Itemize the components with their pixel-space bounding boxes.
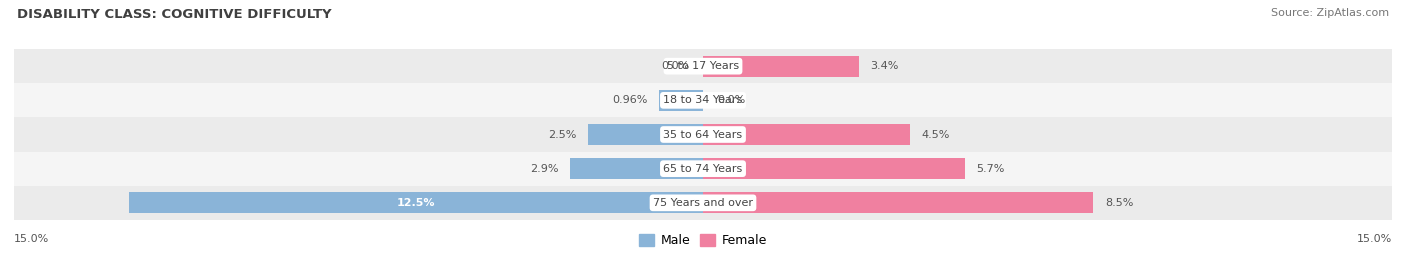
Bar [703,192,1094,213]
Bar [703,158,965,179]
Text: 15.0%: 15.0% [14,234,49,244]
Bar [588,124,703,145]
Text: 2.5%: 2.5% [548,129,576,140]
Text: 0.0%: 0.0% [661,61,689,71]
Text: 5.7%: 5.7% [976,164,1005,174]
Text: 12.5%: 12.5% [396,198,436,208]
Bar [569,158,703,179]
Bar [703,124,910,145]
Bar [14,186,1392,220]
Bar [14,118,1392,151]
Bar [659,90,703,111]
Text: 65 to 74 Years: 65 to 74 Years [664,164,742,174]
Text: 5 to 17 Years: 5 to 17 Years [666,61,740,71]
Text: Source: ZipAtlas.com: Source: ZipAtlas.com [1271,8,1389,18]
Bar [14,83,1392,118]
Text: 35 to 64 Years: 35 to 64 Years [664,129,742,140]
Bar [129,192,703,213]
Text: 15.0%: 15.0% [1357,234,1392,244]
Bar [14,49,1392,83]
Legend: Male, Female: Male, Female [634,229,772,252]
Text: 0.96%: 0.96% [612,95,647,105]
Text: 4.5%: 4.5% [921,129,949,140]
Bar [703,56,859,77]
Text: 8.5%: 8.5% [1105,198,1133,208]
Text: 75 Years and over: 75 Years and over [652,198,754,208]
Text: 0.0%: 0.0% [717,95,745,105]
Text: DISABILITY CLASS: COGNITIVE DIFFICULTY: DISABILITY CLASS: COGNITIVE DIFFICULTY [17,8,332,21]
Text: 3.4%: 3.4% [870,61,898,71]
Text: 2.9%: 2.9% [530,164,558,174]
Bar [14,151,1392,186]
Text: 18 to 34 Years: 18 to 34 Years [664,95,742,105]
